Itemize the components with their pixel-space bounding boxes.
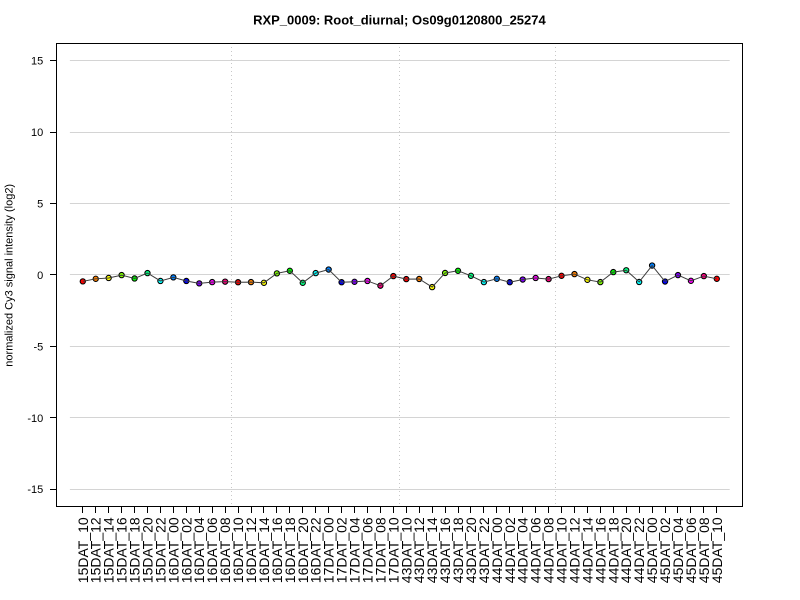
svg-text:44DAT_10: 44DAT_10 <box>554 517 570 583</box>
svg-text:44DAT_16: 44DAT_16 <box>592 517 608 583</box>
svg-text:44DAT_20: 44DAT_20 <box>618 517 634 583</box>
svg-text:16DAT_00: 16DAT_00 <box>165 517 181 583</box>
svg-text:17DAT_06: 17DAT_06 <box>359 517 375 583</box>
svg-text:43DAT_10: 43DAT_10 <box>398 517 414 583</box>
svg-text:17DAT_10: 17DAT_10 <box>385 517 401 583</box>
svg-text:45DAT_00: 45DAT_00 <box>644 517 660 583</box>
svg-text:16DAT_18: 16DAT_18 <box>282 517 298 583</box>
svg-text:16DAT_02: 16DAT_02 <box>178 517 194 583</box>
svg-text:44DAT_14: 44DAT_14 <box>579 517 595 583</box>
svg-text:17DAT_02: 17DAT_02 <box>334 517 350 583</box>
svg-text:17DAT_08: 17DAT_08 <box>372 517 388 583</box>
svg-text:45DAT_10: 45DAT_10 <box>709 517 725 583</box>
svg-text:0: 0 <box>37 270 43 282</box>
svg-text:45DAT_02: 45DAT_02 <box>657 517 673 583</box>
svg-text:15DAT_12: 15DAT_12 <box>88 517 104 583</box>
svg-text:5: 5 <box>37 199 43 211</box>
svg-text:15: 15 <box>31 56 43 68</box>
svg-text:44DAT_08: 44DAT_08 <box>541 517 557 583</box>
svg-text:10: 10 <box>31 127 43 139</box>
svg-text:17DAT_04: 17DAT_04 <box>347 517 363 583</box>
svg-text:17DAT_00: 17DAT_00 <box>321 517 337 583</box>
svg-text:44DAT_00: 44DAT_00 <box>489 517 505 583</box>
svg-text:-15: -15 <box>27 484 43 496</box>
svg-text:43DAT_12: 43DAT_12 <box>411 517 427 583</box>
svg-text:45DAT_08: 45DAT_08 <box>696 517 712 583</box>
svg-text:16DAT_12: 16DAT_12 <box>243 517 259 583</box>
svg-text:16DAT_04: 16DAT_04 <box>191 517 207 583</box>
svg-text:44DAT_02: 44DAT_02 <box>502 517 518 583</box>
svg-text:16DAT_10: 16DAT_10 <box>230 517 246 583</box>
svg-text:RXP_0009: Root_diurnal; Os09g0: RXP_0009: Root_diurnal; Os09g0120800_252… <box>253 12 546 27</box>
svg-text:15DAT_14: 15DAT_14 <box>101 517 117 583</box>
svg-text:16DAT_14: 16DAT_14 <box>256 517 272 583</box>
svg-text:16DAT_20: 16DAT_20 <box>295 517 311 583</box>
svg-text:45DAT_06: 45DAT_06 <box>683 517 699 583</box>
svg-text:16DAT_08: 16DAT_08 <box>217 517 233 583</box>
svg-text:15DAT_16: 15DAT_16 <box>114 517 130 583</box>
svg-text:16DAT_16: 16DAT_16 <box>269 517 285 583</box>
svg-text:44DAT_12: 44DAT_12 <box>566 517 582 583</box>
svg-text:15DAT_18: 15DAT_18 <box>127 517 143 583</box>
svg-text:43DAT_16: 43DAT_16 <box>437 517 453 583</box>
svg-text:43DAT_20: 43DAT_20 <box>463 517 479 583</box>
svg-text:44DAT_18: 44DAT_18 <box>605 517 621 583</box>
svg-text:16DAT_22: 16DAT_22 <box>308 517 324 583</box>
svg-text:15DAT_10: 15DAT_10 <box>75 517 91 583</box>
svg-text:16DAT_06: 16DAT_06 <box>204 517 220 583</box>
svg-text:15DAT_20: 15DAT_20 <box>139 517 155 583</box>
svg-text:44DAT_04: 44DAT_04 <box>515 517 531 583</box>
svg-text:-5: -5 <box>34 341 44 353</box>
svg-text:-10: -10 <box>27 413 43 425</box>
svg-text:45DAT_04: 45DAT_04 <box>670 517 686 583</box>
svg-text:44DAT_06: 44DAT_06 <box>528 517 544 583</box>
svg-text:44DAT_22: 44DAT_22 <box>631 517 647 583</box>
svg-text:15DAT_22: 15DAT_22 <box>152 517 168 583</box>
svg-text:43DAT_22: 43DAT_22 <box>476 517 492 583</box>
svg-text:normalized Cy3 signal intensit: normalized Cy3 signal intensity (log2) <box>4 184 16 367</box>
svg-text:43DAT_14: 43DAT_14 <box>424 517 440 583</box>
svg-text:43DAT_18: 43DAT_18 <box>450 517 466 583</box>
